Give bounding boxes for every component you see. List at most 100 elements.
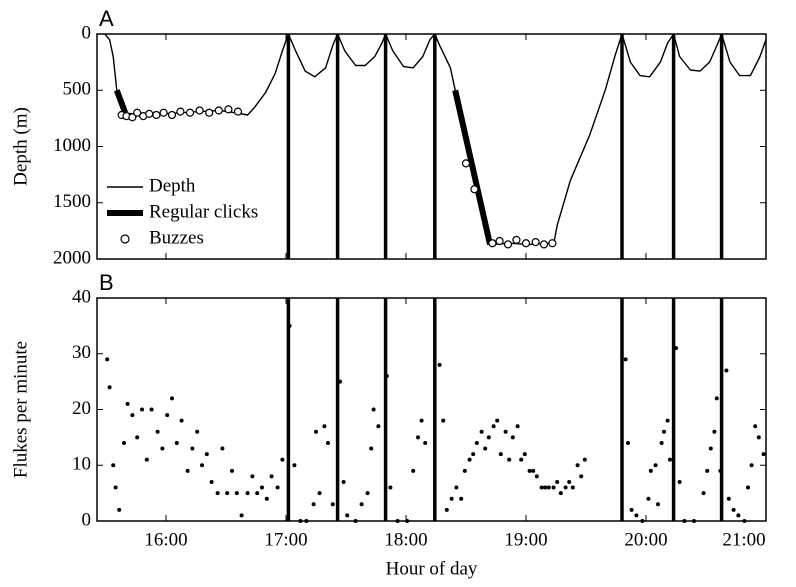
fluke-point: [371, 407, 376, 412]
buzz-point: [233, 107, 243, 116]
fluke-point: [449, 496, 454, 501]
y-tick-label: 500: [63, 79, 92, 100]
fluke-point: [761, 452, 766, 457]
fluke-point: [160, 446, 165, 451]
fluke-point: [369, 446, 374, 451]
fluke-point: [677, 479, 682, 484]
fluke-point: [539, 485, 544, 490]
fluke-point: [742, 519, 747, 523]
fluke-point: [692, 519, 696, 523]
fluke-point: [113, 485, 118, 490]
buzz-point: [495, 236, 504, 246]
fluke-point: [170, 396, 174, 401]
x-tick-label: 17:00: [264, 529, 307, 550]
fluke-point: [543, 485, 548, 490]
fluke-point: [195, 429, 200, 434]
fluke-point: [179, 418, 184, 423]
fluke-point: [731, 507, 736, 512]
fluke-point: [245, 491, 250, 496]
fluke-point: [341, 479, 346, 484]
fluke-point: [264, 496, 269, 501]
fluke-point: [230, 468, 234, 473]
y-tick-label: 0: [82, 22, 92, 43]
legend-label: Buzzes: [149, 227, 204, 248]
fluke-point: [563, 485, 568, 490]
buzz-point: [548, 239, 557, 248]
fluke-point: [708, 446, 713, 451]
fluke-point: [712, 429, 717, 434]
fluke-point: [405, 519, 410, 523]
fluke-point: [190, 446, 195, 451]
fluke-point: [558, 491, 563, 496]
fluke-point: [395, 519, 400, 523]
fluke-point: [105, 357, 110, 362]
fluke-point: [626, 440, 630, 445]
fluke-point: [155, 429, 160, 434]
y-tick-label: 10: [72, 454, 91, 475]
fluke-point: [239, 513, 244, 518]
fluke-point: [384, 374, 389, 379]
fluke-point: [165, 413, 170, 418]
fluke-point: [749, 463, 754, 468]
fluke-point: [531, 468, 536, 473]
fluke-point: [471, 452, 476, 457]
panel-label: B: [99, 270, 114, 295]
fluke-point: [474, 440, 479, 445]
depth-line: [104, 33, 767, 246]
fluke-point: [724, 368, 729, 373]
fluke-point: [304, 519, 309, 523]
x-tick-label: 18:00: [384, 529, 427, 550]
fluke-point: [646, 496, 651, 501]
fluke-point: [200, 463, 204, 468]
fluke-point: [551, 485, 556, 490]
y-tick-label: 40: [72, 286, 91, 307]
fluke-point: [311, 502, 316, 507]
fluke-point: [204, 452, 209, 457]
buzz-point: [224, 105, 233, 114]
buzz-point: [461, 159, 471, 168]
fluke-point: [668, 457, 672, 462]
legend-swatch: [120, 234, 130, 244]
buzz-point: [159, 108, 168, 117]
fluke-point: [483, 446, 488, 451]
fluke-point: [462, 468, 467, 473]
buzz-point: [531, 238, 540, 247]
buzz-point: [128, 113, 137, 122]
buzz-point: [152, 110, 161, 120]
buzz-point: [214, 106, 223, 115]
x-tick-label: 16:00: [144, 529, 187, 550]
fluke-point: [345, 513, 350, 518]
y-axis-label: Depth (m): [10, 107, 31, 186]
legend-label: Regular clicks: [149, 201, 258, 222]
fluke-point: [135, 435, 140, 440]
fluke-point: [579, 474, 584, 479]
fluke-point: [441, 418, 446, 423]
buzz-point: [521, 239, 531, 248]
fluke-point: [280, 457, 285, 462]
fluke-point: [522, 452, 527, 457]
fluke-point: [437, 362, 442, 367]
x-tick-label: 19:00: [504, 529, 547, 550]
fluke-point: [567, 479, 572, 484]
fluke-point: [215, 491, 220, 496]
fluke-point: [140, 407, 144, 412]
fluke-point: [330, 502, 335, 507]
fluke-point: [640, 519, 645, 523]
fluke-point: [555, 479, 560, 484]
clicks-line: [113, 89, 493, 246]
y-tick-label: 30: [72, 342, 91, 363]
fluke-point: [423, 440, 428, 445]
fluke-point: [353, 519, 358, 523]
buzz-point: [470, 185, 479, 194]
fluke-point: [534, 474, 539, 479]
buzz-point: [512, 235, 521, 244]
x-tick-label: 21:00: [722, 529, 765, 550]
buzz-point: [167, 110, 177, 120]
fluke-point: [726, 496, 731, 501]
fluke-point: [503, 429, 508, 434]
fluke-point: [376, 424, 381, 429]
fluke-point: [718, 468, 723, 473]
fluke-point: [659, 440, 664, 445]
fluke-point: [220, 446, 225, 451]
buzz-point: [205, 108, 214, 117]
